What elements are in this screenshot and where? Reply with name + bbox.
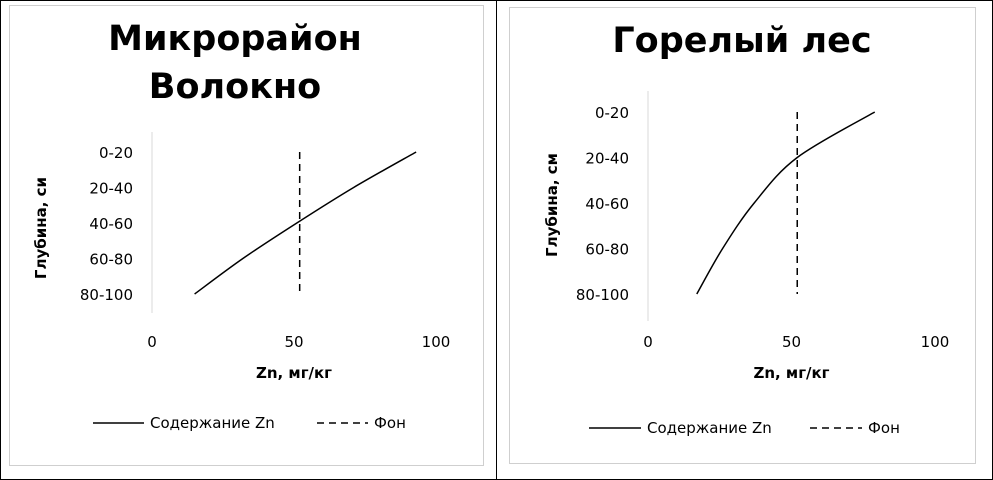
- x-axis-label: Zn, мг/кг: [753, 364, 829, 382]
- y-tick-label: 80-100: [576, 286, 629, 304]
- y-tick-label: 40-60: [89, 215, 133, 233]
- chart-title-line: Микрорайон: [108, 19, 362, 59]
- legend-label-background: Фон: [374, 414, 406, 432]
- chart-panel-gorelyy-les: Горелый лес 0-20 20-40 40-60 60-80 80-100 0 50 1…: [509, 7, 976, 464]
- x-tick-label: 100: [422, 333, 451, 351]
- x-tick-label: 50: [284, 333, 303, 351]
- y-axis-label: Глубина, си: [32, 177, 50, 279]
- chart-title-line: Волокно: [149, 67, 321, 107]
- legend-label-background: Фон: [868, 419, 900, 437]
- legend-label-zn-content: Содержание Zn: [647, 419, 772, 437]
- legend-label-zn-content: Содержание Zn: [150, 414, 275, 432]
- chart-panel-mikrorayon: Микрорайон Волокно 0-20 20-40 40-60 60-80 80-1…: [9, 5, 484, 466]
- y-tick-label: 60-80: [89, 251, 133, 269]
- zn-content-line: [696, 111, 876, 295]
- y-tick-label: 60-80: [585, 241, 629, 259]
- y-tick-label: 0-20: [99, 144, 133, 162]
- chart-title-line: Горелый лес: [612, 21, 871, 61]
- x-axis-label: Zn, мг/кг: [256, 364, 332, 382]
- panel-divider: [496, 0, 497, 480]
- y-tick-label: 40-60: [585, 195, 629, 213]
- y-tick-label: 20-40: [585, 150, 629, 168]
- x-tick-label: 50: [782, 333, 801, 351]
- zn-content-line: [194, 151, 417, 295]
- y-tick-label: 20-40: [89, 180, 133, 198]
- chart-mikrorayon: Микрорайон Волокно 0-20 20-40 40-60 60-80 80-1…: [32, 19, 451, 432]
- y-axis-label: Глубина, см: [543, 153, 561, 257]
- x-tick-label: 0: [147, 333, 157, 351]
- y-tick-label: 80-100: [80, 286, 133, 304]
- x-tick-label: 100: [921, 333, 950, 351]
- x-tick-label: 0: [643, 333, 653, 351]
- chart-gorelyy-les: Горелый лес 0-20 20-40 40-60 60-80 80-100 0 50 1…: [543, 21, 950, 437]
- y-tick-label: 0-20: [595, 104, 629, 122]
